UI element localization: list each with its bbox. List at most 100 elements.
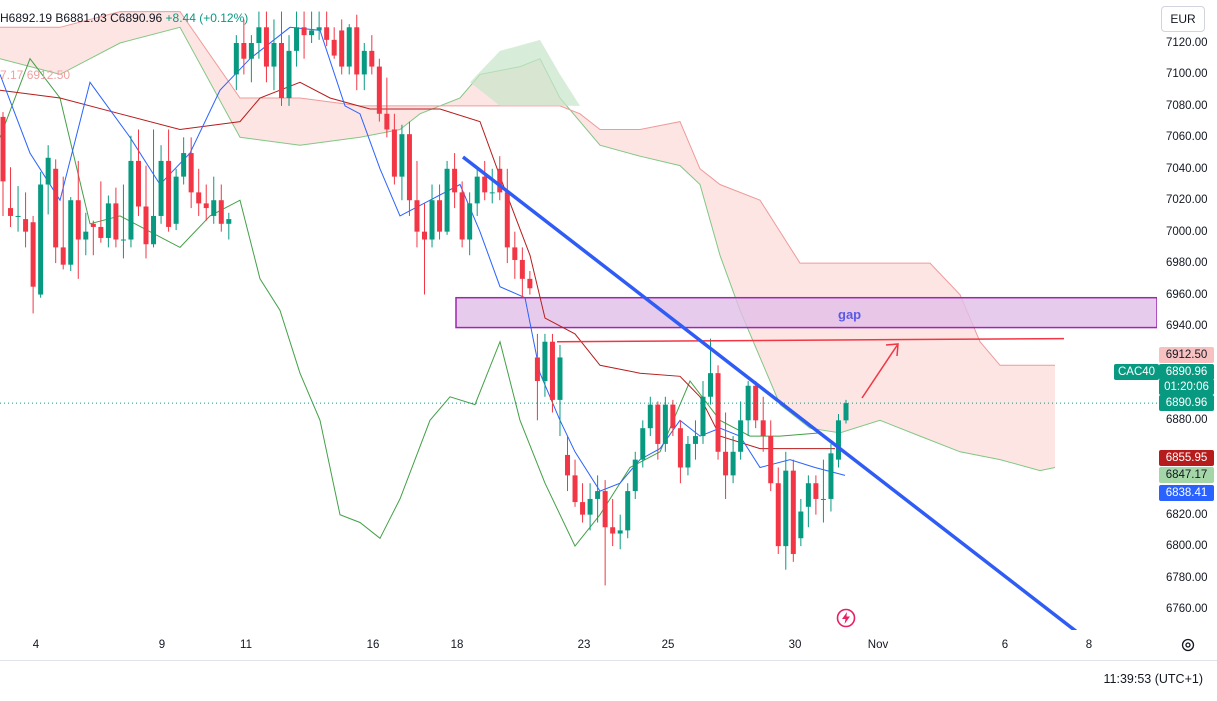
candle-body bbox=[309, 30, 315, 36]
candle-body bbox=[790, 470, 796, 554]
time-tick-label: Nov bbox=[867, 639, 889, 651]
candle-body bbox=[301, 27, 307, 36]
lightning-icon[interactable] bbox=[836, 608, 856, 628]
candle-body bbox=[700, 396, 706, 437]
price-tick-label: 7100.00 bbox=[1166, 68, 1208, 81]
candle-body bbox=[120, 239, 126, 241]
candle-body bbox=[527, 278, 533, 289]
candle-body bbox=[798, 511, 804, 539]
candle-body bbox=[625, 491, 631, 531]
candle-body bbox=[738, 420, 744, 452]
candle-body bbox=[723, 451, 729, 476]
candle-body bbox=[565, 454, 571, 476]
price-tag-t3: 6847.17 bbox=[1159, 467, 1214, 483]
candle-body bbox=[331, 39, 337, 56]
candle-body bbox=[452, 168, 458, 193]
candle-body bbox=[188, 153, 194, 193]
time-tick-label: 8 bbox=[1085, 639, 1093, 651]
candle-body bbox=[580, 502, 586, 515]
price-tick-label: 6960.00 bbox=[1166, 288, 1208, 301]
candle-body bbox=[203, 203, 209, 209]
candle-body bbox=[467, 203, 473, 240]
candle-body bbox=[835, 420, 841, 460]
price-tag-last_b: 6890.96 bbox=[1159, 395, 1214, 411]
time-tick-label: 25 bbox=[661, 639, 675, 651]
candle-body bbox=[241, 43, 247, 59]
candle-body bbox=[75, 200, 81, 240]
candle-body bbox=[316, 27, 322, 31]
candle-body bbox=[820, 498, 826, 500]
candle-body bbox=[828, 453, 834, 499]
price-tick-label: 7040.00 bbox=[1166, 162, 1208, 175]
time-tick-label: 9 bbox=[158, 639, 166, 651]
candle-body bbox=[158, 160, 164, 216]
price-chart[interactable] bbox=[0, 0, 1157, 630]
price-tick-label: 7120.00 bbox=[1166, 37, 1208, 49]
candle-body bbox=[286, 50, 292, 99]
candle-body bbox=[497, 168, 503, 193]
candle-body bbox=[610, 527, 616, 534]
candle-body bbox=[753, 385, 759, 421]
candle-body bbox=[595, 491, 601, 499]
candle-body bbox=[617, 530, 623, 534]
candle-body bbox=[406, 134, 412, 201]
candle-body bbox=[685, 443, 691, 468]
candle-body bbox=[768, 436, 774, 484]
gear-icon[interactable] bbox=[1180, 637, 1196, 653]
senkou-span-a bbox=[0, 26, 1056, 472]
candle-body bbox=[775, 483, 781, 547]
price-tick-label: 6820.00 bbox=[1166, 508, 1208, 521]
time-tick-label: 6 bbox=[1001, 639, 1009, 651]
price-axis[interactable] bbox=[1157, 0, 1217, 660]
time-tick-label: 30 bbox=[788, 639, 802, 651]
candle-body bbox=[677, 428, 683, 468]
candle-body bbox=[135, 160, 141, 207]
candle-body bbox=[587, 498, 593, 515]
tenkan-line bbox=[0, 26, 846, 492]
indicator-label: 7.17 6912.50 bbox=[0, 68, 71, 82]
candle-body bbox=[15, 215, 21, 217]
time-axis[interactable]: 4 9 11 16 18 23 25 30 Nov 6 8 bbox=[0, 630, 1157, 660]
candle-body bbox=[143, 206, 149, 245]
currency-button[interactable]: EUR bbox=[1161, 6, 1205, 32]
candle-body bbox=[813, 483, 819, 499]
candle-body bbox=[376, 66, 382, 114]
candle-body bbox=[632, 459, 638, 492]
resistance-line bbox=[556, 337, 1065, 343]
price-tag-t4: 6838.41 bbox=[1159, 485, 1214, 501]
candle-body bbox=[128, 160, 134, 240]
price-tick-label: 6980.00 bbox=[1166, 257, 1208, 270]
ohlc-change: +8.44 (+0.12%) bbox=[165, 11, 249, 25]
candle-body bbox=[113, 203, 119, 240]
candle-body bbox=[708, 373, 714, 397]
price-tag-countdown: 01:20:06 bbox=[1159, 379, 1214, 395]
ichimoku-cloud bbox=[0, 11, 1055, 471]
candle-body bbox=[805, 483, 811, 507]
candle-body bbox=[105, 203, 111, 238]
gap-label: gap bbox=[838, 307, 862, 322]
price-tick-label: 7060.00 bbox=[1166, 131, 1208, 144]
candle-body bbox=[339, 30, 345, 67]
candle-body bbox=[83, 231, 89, 240]
candle-body bbox=[534, 357, 540, 382]
candle-body bbox=[414, 200, 420, 232]
ohlc-high: H6892.19 bbox=[0, 11, 53, 25]
price-tick-label: 6800.00 bbox=[1166, 540, 1208, 553]
candle-body bbox=[0, 116, 6, 182]
candle-body bbox=[542, 341, 548, 382]
arrow-head bbox=[885, 343, 899, 357]
candle-body bbox=[640, 428, 646, 460]
candle-body bbox=[60, 247, 66, 265]
ichimoku-cloud-bull bbox=[470, 39, 580, 106]
candle-body bbox=[459, 192, 465, 240]
price-tag-last: 6890.96 bbox=[1159, 364, 1214, 380]
candle-body bbox=[263, 27, 269, 67]
candle-body bbox=[422, 231, 427, 240]
candle-body bbox=[90, 223, 96, 227]
price-tick-label: 6880.00 bbox=[1166, 414, 1208, 427]
candle-body bbox=[98, 226, 104, 238]
price-tag-t1: 6912.50 bbox=[1159, 347, 1214, 363]
candle-body bbox=[346, 27, 352, 67]
candle-body bbox=[181, 153, 187, 177]
candle-body bbox=[482, 176, 488, 193]
